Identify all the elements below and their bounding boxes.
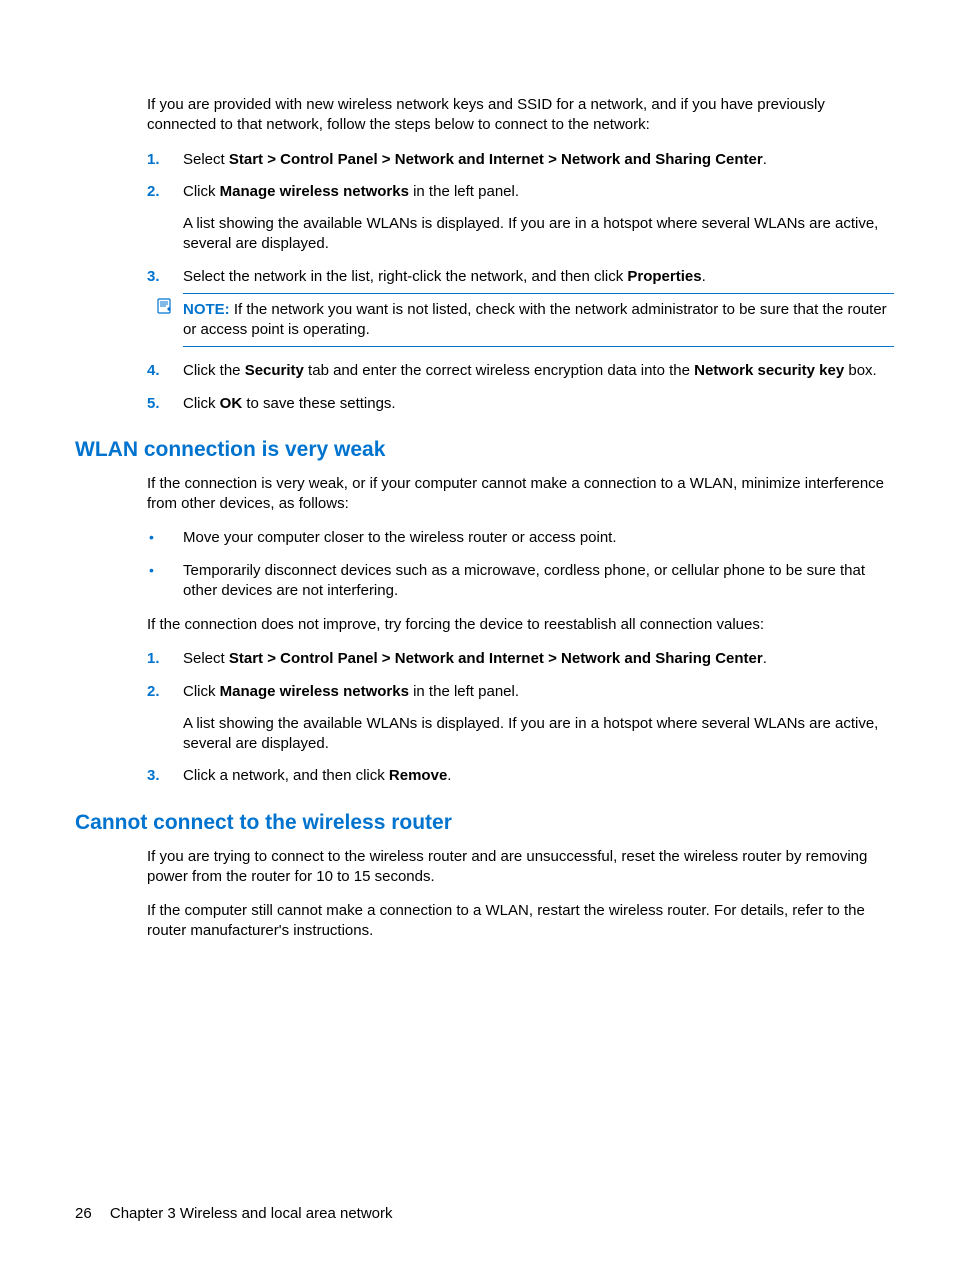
steps-list-1: 1. Select Start > Control Panel > Networ…: [147, 150, 894, 414]
step-5: 5. Click OK to save these settings.: [147, 394, 894, 414]
step-number: 3.: [147, 766, 160, 786]
step-text: Select the network in the list, right-cl…: [183, 268, 706, 285]
heading-cannot-connect: Cannot connect to the wireless router: [75, 811, 894, 835]
step-number: 3.: [147, 267, 160, 287]
page-number: 26: [75, 1205, 92, 1222]
heading-wlan-weak: WLAN connection is very weak: [75, 438, 894, 462]
note-callout: NOTE: If the network you want is not lis…: [183, 293, 894, 348]
page-footer: 26 Chapter 3 Wireless and local area net…: [75, 1205, 393, 1222]
intro-paragraph: If you are provided with new wireless ne…: [147, 95, 894, 136]
note-icon: [157, 298, 173, 320]
step-3: 3. Select the network in the list, right…: [147, 267, 894, 348]
step-number: 4.: [147, 361, 160, 381]
bullet-item: Move your computer closer to the wireles…: [147, 528, 894, 548]
cannot-paragraph-2: If the computer still cannot make a conn…: [147, 901, 894, 942]
step-text: Click Manage wireless networks in the le…: [183, 683, 519, 700]
step-2: 2. Click Manage wireless networks in the…: [147, 182, 894, 255]
step-text: Select Start > Control Panel > Network a…: [183, 650, 767, 667]
step-number: 2.: [147, 182, 160, 202]
step-number: 1.: [147, 649, 160, 669]
step-1: 1. Select Start > Control Panel > Networ…: [147, 150, 894, 170]
step-text: Click OK to save these settings.: [183, 395, 396, 412]
steps-list-2: 1. Select Start > Control Panel > Networ…: [147, 649, 894, 786]
bullet-list: Move your computer closer to the wireles…: [147, 528, 894, 601]
step-3: 3. Click a network, and then click Remov…: [147, 766, 894, 786]
page-body: If you are provided with new wireless ne…: [75, 95, 894, 956]
chapter-title: Chapter 3 Wireless and local area networ…: [110, 1205, 393, 1222]
step-text: Click the Security tab and enter the cor…: [183, 362, 877, 379]
step-number: 1.: [147, 150, 160, 170]
step-sub-paragraph: A list showing the available WLANs is di…: [183, 714, 894, 755]
note-body-text: If the network you want is not listed, c…: [183, 301, 887, 338]
step-2: 2. Click Manage wireless networks in the…: [147, 682, 894, 755]
step-text: Select Start > Control Panel > Network a…: [183, 151, 767, 168]
note-label: NOTE:: [183, 301, 230, 318]
step-text: Click a network, and then click Remove.: [183, 767, 451, 784]
step-4: 4. Click the Security tab and enter the …: [147, 361, 894, 381]
step-text: Click Manage wireless networks in the le…: [183, 183, 519, 200]
weak-paragraph-2: If the connection does not improve, try …: [147, 615, 894, 635]
step-1: 1. Select Start > Control Panel > Networ…: [147, 649, 894, 669]
weak-intro: If the connection is very weak, or if yo…: [147, 474, 894, 515]
bullet-item: Temporarily disconnect devices such as a…: [147, 561, 894, 602]
step-sub-paragraph: A list showing the available WLANs is di…: [183, 214, 894, 255]
cannot-paragraph-1: If you are trying to connect to the wire…: [147, 847, 894, 888]
step-number: 2.: [147, 682, 160, 702]
step-number: 5.: [147, 394, 160, 414]
